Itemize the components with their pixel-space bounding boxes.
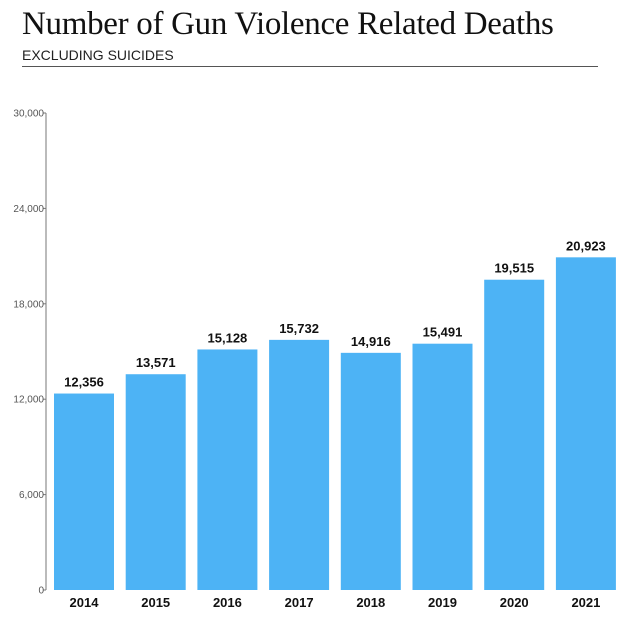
title-divider xyxy=(22,66,598,67)
bar-2016 xyxy=(197,349,258,590)
chart-title: Number of Gun Violence Related Deaths xyxy=(22,6,554,42)
bars xyxy=(54,257,616,590)
y-tick-label: 18,000 xyxy=(13,299,44,310)
value-label-2015: 13,571 xyxy=(136,355,176,370)
bar-2015 xyxy=(125,374,186,590)
chart-subtitle: EXCLUDING SUICIDES xyxy=(22,47,174,63)
x-tick-label-2015: 2015 xyxy=(141,595,170,610)
bar-2014 xyxy=(54,393,114,590)
value-label-2019: 15,491 xyxy=(423,325,463,340)
bar-2018 xyxy=(340,352,401,590)
y-tick-label: 30,000 xyxy=(13,109,44,120)
x-tick-label-2018: 2018 xyxy=(356,595,385,610)
value-labels: 12,356 13,571 15,128 15,732 14,916 15,491 19,5… xyxy=(64,238,606,389)
y-tick-label: 0 xyxy=(38,586,44,597)
y-tick-label: 12,000 xyxy=(13,395,44,406)
value-label-2018: 14,916 xyxy=(351,334,391,349)
bar-2019 xyxy=(412,343,473,590)
x-tick-label-2020: 2020 xyxy=(500,595,529,610)
x-tick-label-2016: 2016 xyxy=(213,595,242,610)
x-axis-labels: 2014 2015 2016 2017 2018 2019 2020 2021 xyxy=(70,595,601,610)
value-label-2016: 15,128 xyxy=(208,330,248,345)
bar-2021 xyxy=(555,257,616,590)
y-tick-label: 24,000 xyxy=(13,204,44,215)
value-label-2021: 20,923 xyxy=(566,238,606,253)
y-tick-label: 6,000 xyxy=(19,490,44,501)
x-tick-label-2017: 2017 xyxy=(285,595,314,610)
x-tick-label-2019: 2019 xyxy=(428,595,457,610)
value-label-2017: 15,732 xyxy=(279,321,319,336)
bar-2017 xyxy=(269,339,330,590)
y-axis: 0 6,000 12,000 18,000 24,000 30,000 xyxy=(13,109,47,597)
value-label-2020: 19,515 xyxy=(494,261,534,276)
bar-2020 xyxy=(484,279,545,590)
value-label-2014: 12,356 xyxy=(64,375,104,390)
x-tick-label-2014: 2014 xyxy=(70,595,100,610)
x-tick-label-2021: 2021 xyxy=(571,595,600,610)
